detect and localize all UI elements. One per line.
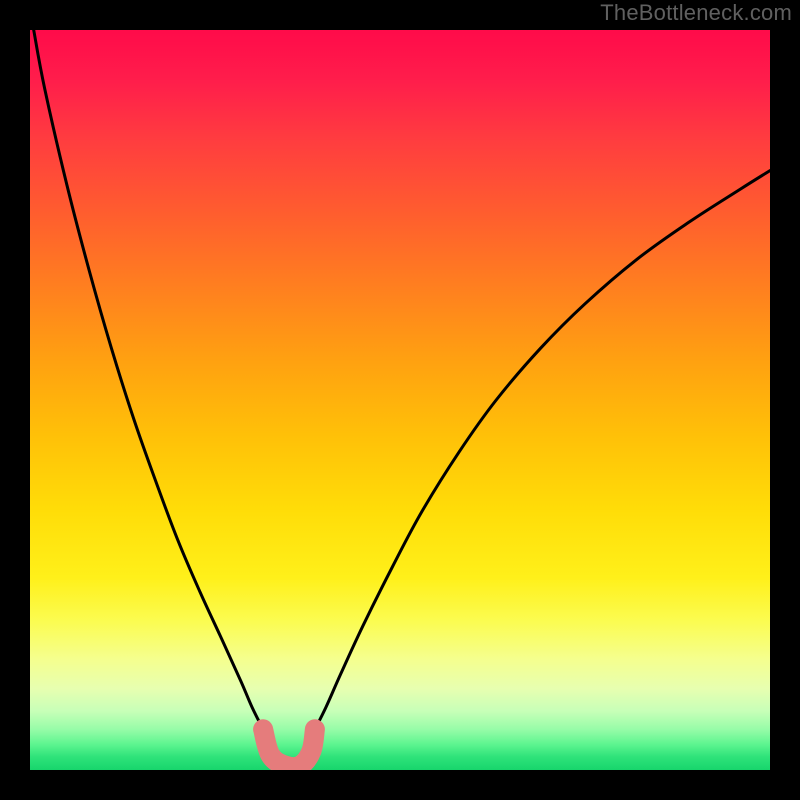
plot-frame [30, 30, 770, 770]
bottleneck-curve [34, 30, 770, 767]
marker-curve [263, 729, 315, 767]
chart-svg [30, 30, 770, 770]
watermark-text: TheBottleneck.com [600, 0, 792, 26]
plot-area [30, 30, 770, 770]
